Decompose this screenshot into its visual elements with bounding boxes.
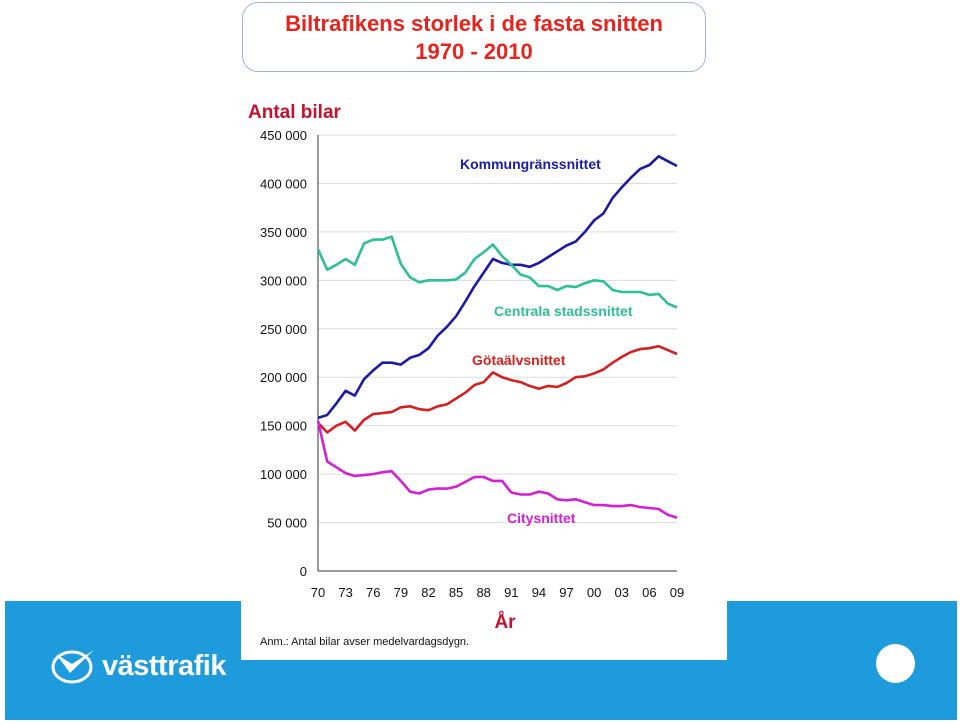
x-tick-label: 97 [559, 585, 573, 600]
y-tick-label: 400 000 [260, 176, 307, 191]
x-tick-label: 85 [449, 585, 463, 600]
nav-dot[interactable] [876, 644, 915, 683]
y-tick-label: 150 000 [260, 419, 307, 434]
title-box: Biltrafikens storlek i de fasta snitten … [242, 2, 706, 72]
x-tick-label: 94 [532, 585, 546, 600]
x-tick-label: 70 [311, 585, 325, 600]
series-line [317, 344, 678, 434]
x-tick-label: 91 [504, 585, 518, 600]
series-label: Citysnittet [507, 510, 576, 526]
x-tick-label: 76 [366, 585, 380, 600]
series-label: Centrala stadssnittet [494, 303, 633, 319]
series-line [316, 420, 678, 519]
chart-panel [241, 0, 727, 660]
x-tick-label: 88 [476, 585, 490, 600]
y-axis-title: Antal bilar [248, 102, 342, 123]
y-tick-label: 450 000 [260, 128, 307, 143]
y-tick-label: 250 000 [260, 322, 307, 337]
y-tick-label: 100 000 [260, 467, 307, 482]
series-label: Götaälvsnittet [472, 352, 566, 368]
vasttrafik-logo-icon [51, 650, 94, 684]
series-line [316, 235, 678, 309]
x-tick-label: 73 [338, 585, 352, 600]
brand-logo: västtrafik [50, 646, 226, 686]
x-axis-title: År [494, 612, 516, 633]
x-tick-label: 79 [394, 585, 408, 600]
x-tick-label: 09 [670, 585, 684, 600]
series-line [317, 155, 678, 420]
x-tick-label: 06 [642, 585, 656, 600]
x-tick-label: 00 [587, 585, 601, 600]
brand-name: västtrafik [102, 649, 226, 682]
chart-note: Anm.: Antal bilar avser medelvardagsdygn… [260, 636, 469, 648]
y-tick-label: 50 000 [267, 516, 307, 531]
chart-subtitle: 1970 - 2010 [415, 39, 533, 64]
y-tick-label: 350 000 [260, 225, 307, 240]
y-tick-label: 300 000 [260, 273, 307, 288]
x-tick-label: 82 [421, 585, 435, 600]
y-tick-label: 200 000 [260, 370, 307, 385]
chart-title: Biltrafikens storlek i de fasta snitten [285, 11, 663, 36]
x-tick-label: 03 [615, 585, 629, 600]
y-tick-label: 0 [300, 564, 307, 579]
series-label: Kommungränssnittet [460, 156, 601, 172]
